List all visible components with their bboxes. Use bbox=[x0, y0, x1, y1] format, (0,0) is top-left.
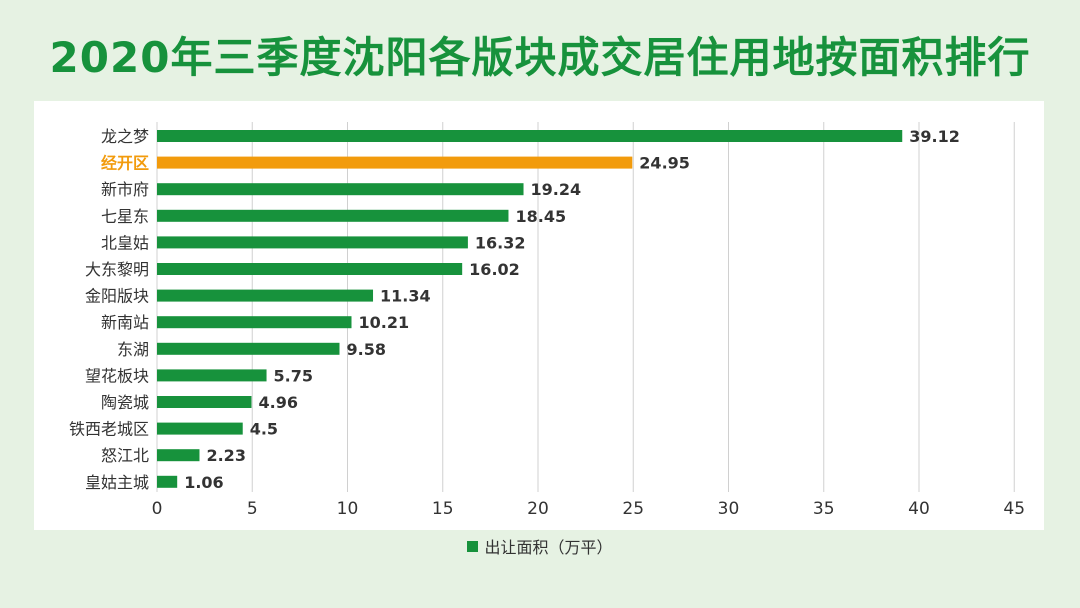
value-label: 16.02 bbox=[469, 260, 520, 279]
category-label: 七星东 bbox=[101, 207, 149, 226]
x-tick-label: 0 bbox=[152, 499, 163, 519]
category-labels: 龙之梦经开区新市府七星东北皇姑大东黎明金阳版块新南站东湖望花板块陶瓷城铁西老城区… bbox=[69, 127, 149, 492]
value-label: 9.58 bbox=[346, 340, 385, 359]
x-tick-label: 10 bbox=[337, 499, 359, 519]
value-label: 39.12 bbox=[909, 127, 960, 146]
value-label: 11.34 bbox=[380, 287, 431, 306]
bars bbox=[157, 130, 903, 488]
x-tick-label: 30 bbox=[718, 499, 740, 519]
category-label: 金阳版块 bbox=[85, 287, 149, 306]
bar bbox=[157, 156, 633, 169]
bar bbox=[157, 183, 524, 196]
category-label: 新市府 bbox=[101, 180, 149, 199]
value-labels: 39.12 24.95 19.24 18.45 16.32 16.02 11.34 10.21… bbox=[184, 127, 960, 492]
category-label: 怒江北 bbox=[101, 446, 149, 465]
category-label: 陶瓷城 bbox=[101, 393, 149, 412]
legend-label: 出让面积（万平） bbox=[484, 538, 613, 557]
value-label: 2.23 bbox=[206, 446, 245, 465]
category-label: 皇姑主城 bbox=[85, 473, 149, 492]
bar bbox=[157, 396, 252, 408]
bar bbox=[157, 289, 374, 302]
bar-chart: 龙之梦经开区新市府七星东北皇姑大东黎明金阳版块新南站东湖望花板块陶瓷城铁西老城区… bbox=[34, 101, 1044, 530]
grid-lines bbox=[156, 122, 1015, 492]
chart-title: 2020年三季度沈阳各版块成交居住用地按面积排行 bbox=[49, 33, 1031, 82]
x-tick-label: 25 bbox=[622, 499, 644, 519]
bar bbox=[157, 130, 903, 142]
bar bbox=[157, 475, 178, 488]
bar bbox=[157, 263, 463, 275]
bar bbox=[157, 369, 267, 382]
x-tick-label: 35 bbox=[813, 499, 835, 519]
legend-swatch bbox=[467, 540, 479, 552]
x-tick-label: 45 bbox=[1003, 499, 1025, 519]
value-label: 19.24 bbox=[531, 180, 582, 199]
value-label: 1.06 bbox=[184, 473, 223, 492]
bar bbox=[157, 316, 352, 329]
bar bbox=[157, 236, 468, 249]
category-label: 望花板块 bbox=[85, 366, 149, 385]
category-label: 北皇姑 bbox=[101, 233, 149, 252]
bar bbox=[157, 449, 200, 462]
x-tick-label: 20 bbox=[527, 499, 549, 519]
x-tick-label: 40 bbox=[908, 499, 930, 519]
plot-panel bbox=[34, 101, 1044, 530]
value-label: 5.75 bbox=[274, 366, 313, 385]
category-label: 铁西老城区 bbox=[69, 420, 149, 439]
bar bbox=[157, 342, 340, 355]
value-label: 4.5 bbox=[250, 420, 278, 439]
x-tick-label: 5 bbox=[247, 499, 258, 519]
value-label: 16.32 bbox=[475, 233, 526, 252]
category-label: 东湖 bbox=[117, 340, 149, 359]
value-label: 4.96 bbox=[258, 393, 297, 412]
bar bbox=[157, 209, 509, 222]
x-tick-label: 15 bbox=[432, 499, 454, 519]
category-label: 龙之梦 bbox=[101, 127, 149, 146]
value-label: 10.21 bbox=[359, 313, 410, 332]
category-label: 新南站 bbox=[101, 313, 149, 332]
x-axis-ticks: 0 5 10 15 20 25 30 35 40 45 bbox=[152, 499, 1025, 519]
category-label: 经开区 bbox=[101, 154, 149, 173]
value-label: 18.45 bbox=[515, 207, 566, 226]
value-label: 24.95 bbox=[639, 154, 690, 173]
legend: 出让面积（万平） bbox=[0, 534, 1080, 558]
bar bbox=[157, 422, 243, 435]
category-label: 大东黎明 bbox=[85, 260, 149, 279]
